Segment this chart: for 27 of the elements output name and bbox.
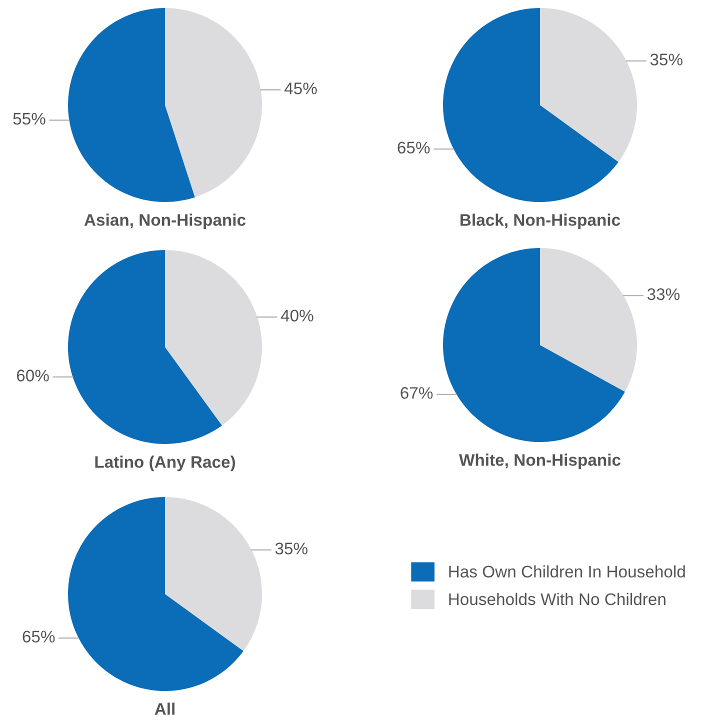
pie-slice bbox=[68, 497, 244, 691]
text: Latino (Any Race) bbox=[95, 456, 236, 472]
data-label: 55% bbox=[13, 112, 46, 125]
pie-slice bbox=[68, 250, 222, 444]
text: All bbox=[154, 702, 174, 715]
pie-slice bbox=[540, 248, 637, 392]
legend-label: Has Own Children In Household bbox=[449, 565, 685, 578]
pie-slice bbox=[443, 8, 618, 202]
data-label: 35% bbox=[275, 542, 308, 554]
pie-slice bbox=[165, 8, 262, 198]
data-label: 45% bbox=[284, 82, 317, 94]
pie-slice bbox=[165, 250, 262, 426]
text: White, Non-Hispanic bbox=[459, 454, 621, 470]
pie-slice bbox=[68, 8, 195, 202]
text: Asian, Non-Hispanic bbox=[84, 214, 246, 230]
text: Black, Non-Hispanic bbox=[460, 214, 620, 230]
legend-label: Households With No Children bbox=[449, 592, 666, 606]
data-label: 60% bbox=[16, 370, 49, 382]
data-label: 65% bbox=[398, 142, 430, 154]
pie-slice bbox=[443, 248, 625, 442]
data-label: 35% bbox=[650, 54, 682, 66]
data-label: 33% bbox=[647, 288, 680, 300]
pie-slice bbox=[165, 497, 262, 652]
data-label: 67% bbox=[400, 387, 433, 399]
data-label: 40% bbox=[280, 310, 314, 322]
data-label: 65% bbox=[22, 630, 55, 643]
pie-slice bbox=[540, 8, 637, 162]
